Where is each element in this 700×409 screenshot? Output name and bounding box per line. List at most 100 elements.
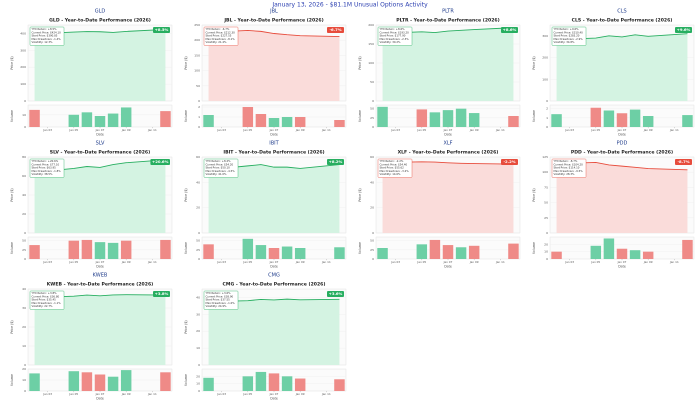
x-tick-label: Jan 03 xyxy=(42,260,52,264)
volume-axis-label: Volume xyxy=(10,110,14,122)
stats-line: Max Drawdown: -8.1% xyxy=(206,37,236,41)
x-tick-label: Jan 09 xyxy=(121,128,131,132)
volume-bar xyxy=(68,240,80,259)
volume-axis-label: Volume xyxy=(358,242,362,254)
volume-tick-label: 0 xyxy=(198,125,200,129)
volume-bar xyxy=(268,248,280,259)
stats-line: YTD Return: +9.6% xyxy=(554,27,580,31)
y-tick-label: 100 xyxy=(20,82,26,86)
ticker-label: PDD xyxy=(617,141,628,147)
stats-box xyxy=(29,26,65,46)
y-axis-label: Price ($) xyxy=(184,320,188,333)
volume-tick-label: 25 xyxy=(22,248,26,252)
y-tick-label: 150 xyxy=(368,42,374,46)
stock-panel: XLF XLF - Year-to-Date Performance (2026)… xyxy=(358,141,521,269)
volume-bar xyxy=(334,247,345,259)
return-badge-text: +8.2% xyxy=(329,159,343,164)
chart-title: JBL - Year-to-Date Performance (2026) xyxy=(223,18,323,24)
chart-title: GLD - Year-to-Date Performance (2026) xyxy=(49,18,151,24)
y-tick-label: 0 xyxy=(24,363,26,367)
ticker-label: CMG xyxy=(268,273,280,279)
y-tick-label: 20 xyxy=(22,212,26,216)
return-badge-text: -6.7% xyxy=(329,27,341,32)
volume-bar xyxy=(508,243,519,259)
volume-tick-label: 1 xyxy=(198,115,200,119)
price-line xyxy=(556,33,688,40)
volume-bar xyxy=(203,244,214,259)
price-area xyxy=(382,161,514,233)
volume-axis-label: Volume xyxy=(184,242,188,254)
y-tick-label: 40 xyxy=(22,193,26,197)
price-line xyxy=(208,30,340,37)
x-tick-label: Jan 07 xyxy=(617,128,627,132)
x-tick-label: Jan 05 xyxy=(590,260,600,264)
volume-bar xyxy=(107,242,119,259)
stats-box xyxy=(29,290,65,310)
stats-box xyxy=(203,26,239,46)
return-badge xyxy=(501,27,518,33)
y-tick-label: 30 xyxy=(196,312,200,316)
y-tick-label: 0 xyxy=(546,99,548,103)
volume-bar xyxy=(94,242,106,259)
y-axis-label: Price ($) xyxy=(358,56,362,69)
stats-line: YTD Return: +3.6% xyxy=(206,291,232,295)
volume-bar xyxy=(120,107,132,127)
volume-bar xyxy=(107,113,119,127)
x-tick-label: Jan 05 xyxy=(242,260,252,264)
x-tick-label: Jan 09 xyxy=(295,260,305,264)
y-tick-label: 80 xyxy=(22,155,26,159)
ticker-label: XLF xyxy=(443,141,452,147)
stats-line: Start Price: $390.85 xyxy=(32,34,58,38)
stats-line: YTD Return: -6.7% xyxy=(206,27,230,31)
volume-axis-label: Volume xyxy=(358,110,362,122)
volume-tick-label: 10 xyxy=(544,250,548,254)
volume-bar xyxy=(68,114,80,127)
volume-bar xyxy=(81,239,93,259)
price-line xyxy=(382,27,514,34)
volume-bar xyxy=(442,110,454,127)
y-tick-label: 40 xyxy=(196,295,200,299)
y-axis-label: Price ($) xyxy=(10,188,14,201)
x-tick-label: Jan 09 xyxy=(295,128,305,132)
volume-bar xyxy=(29,109,40,127)
volume-tick-label: 20 xyxy=(22,367,26,371)
stats-line: Current Price: $36.80 xyxy=(32,294,60,298)
price-line xyxy=(34,294,166,298)
volume-axis-label: Volume xyxy=(532,242,536,254)
y-tick-label: 100 xyxy=(368,61,374,65)
volume-tick-label: 10 xyxy=(22,378,26,382)
x-tick-label: Jan 11 xyxy=(321,128,331,132)
volume-bar xyxy=(642,251,654,259)
volume-bar xyxy=(94,116,106,127)
x-tick-label: Jan 03 xyxy=(216,128,226,132)
price-line xyxy=(556,162,688,171)
volume-bar xyxy=(281,246,293,259)
y-tick-label: 20 xyxy=(370,206,374,210)
volume-axis-label: Volume xyxy=(184,374,188,386)
stats-line: YTD Return: +20.6% xyxy=(32,159,59,163)
y-tick-label: 60 xyxy=(196,155,200,159)
price-area xyxy=(208,164,340,233)
y-tick-label: 100 xyxy=(542,170,548,174)
x-tick-label: Jan 07 xyxy=(95,260,105,264)
x-axis-label: Date xyxy=(618,133,626,137)
stats-box xyxy=(377,158,413,178)
price-area xyxy=(556,162,688,233)
volume-bar xyxy=(81,372,93,391)
volume-bar xyxy=(255,245,267,259)
x-tick-label: Jan 09 xyxy=(121,260,131,264)
volume-bar xyxy=(455,247,467,259)
stats-line: Volatility: 41.0% xyxy=(206,172,227,176)
y-tick-label: 0 xyxy=(372,231,374,235)
x-tick-label: Jan 07 xyxy=(95,128,105,132)
volume-bar xyxy=(442,245,454,259)
stock-panel: IBIT IBIT - Year-to-Date Performance (202… xyxy=(184,141,347,269)
stats-line: Max Drawdown: -4.5% xyxy=(206,169,236,173)
stats-line: Current Price: $193.20 xyxy=(380,30,410,34)
volume-bar xyxy=(294,117,306,127)
stats-line: Current Price: $38.90 xyxy=(206,294,234,298)
chart-title: CLS - Year-to-Date Performance (2026) xyxy=(572,18,673,24)
x-tick-label: Jan 11 xyxy=(147,392,157,396)
y-tick-label: 0 xyxy=(198,99,200,103)
y-tick-label: 30 xyxy=(22,306,26,310)
